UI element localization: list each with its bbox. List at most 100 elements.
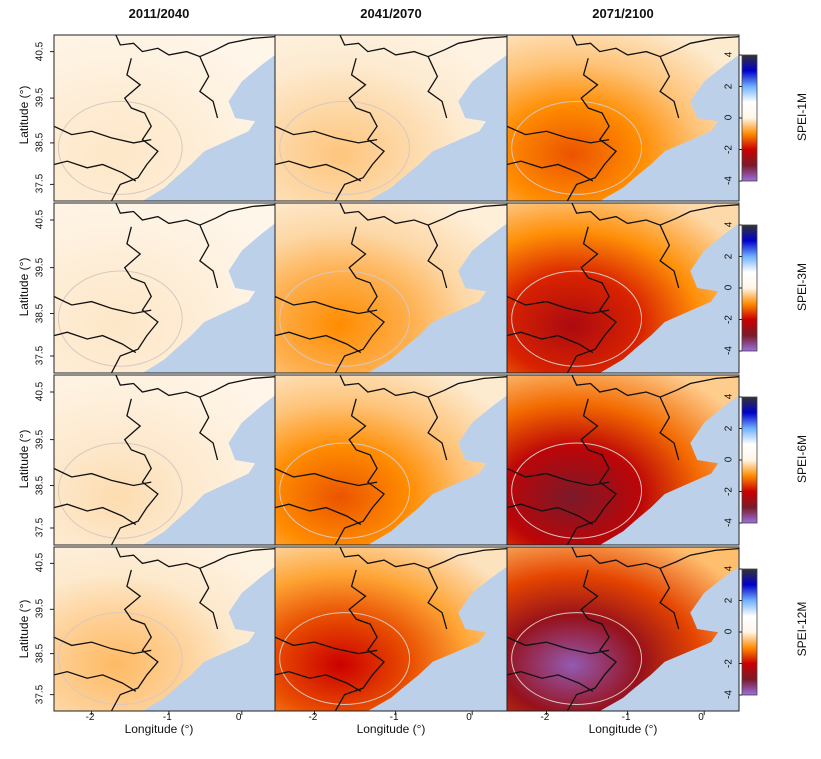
region-border [507,469,609,486]
colorbar-tick-label: 2 [723,425,735,431]
contour-line [57,442,183,539]
y-tick-label: 40.5 [34,209,46,230]
colorbar-tick-label: 4 [723,51,735,58]
colorbar-tick-label: 4 [723,221,735,228]
region-border [428,397,447,460]
sea-area [142,395,275,545]
region-border [275,126,377,143]
region-border [54,672,136,692]
colorbar-tick-label: -4 [723,176,735,185]
region-border [111,570,157,711]
region-border [54,504,136,524]
sea-area [367,223,507,373]
region-border [54,332,136,352]
x-tick-label: -1 [162,712,172,723]
region-border [200,397,218,460]
y-tick-label: 38.5 [34,643,46,663]
colorbar-tick-label: -2 [723,486,735,496]
map-panel-r4-c2 [275,547,507,711]
y-tick-label: 38.5 [34,132,46,153]
y-tick-label: 37.5 [34,174,46,194]
y-tick-label: 37.5 [34,517,46,538]
colorbar-tick-label: -4 [723,518,735,527]
region-border [116,547,275,568]
colorbar-2 [741,224,758,352]
region-border [340,547,507,568]
region-border [660,225,679,288]
x-tick-label: 0 [698,712,704,723]
colorbar-tick-label: 0 [723,456,735,463]
region-border [200,225,218,288]
sea-area [367,395,507,545]
x-tick-label: 0 [235,712,242,723]
region-border [572,547,739,568]
sea-area [599,223,739,373]
y-tick-label: 37.5 [34,345,46,366]
sea-area [599,54,739,202]
region-border [340,375,507,397]
contour-line [279,100,411,195]
contour-line [511,270,643,367]
region-border [507,332,593,352]
colorbar-tick-label: 0 [723,284,735,291]
colorbar-tick-label: 2 [723,83,735,89]
column-title-1: 2011/2040 [128,6,190,21]
y-axis-label-row2: Latitude (°) [17,257,31,317]
x-tick-label: -1 [621,712,631,723]
region-border [54,297,151,314]
y-tick-label: 38.5 [34,303,46,323]
map-panel-r3-c3 [507,375,739,545]
region-border [567,58,616,201]
region-border [507,672,593,692]
sea-area [367,54,507,202]
colorbar-tick-label: 0 [723,114,735,121]
colorbar-tick-label: 4 [723,565,735,572]
region-border [54,637,151,653]
sea-area [367,566,507,711]
contour-line [279,612,411,705]
contour-line [511,100,643,195]
y-axis-label-row1: Latitude (°) [17,85,31,145]
colorbar-tick-label: -4 [723,346,735,355]
region-border [275,469,377,486]
map-panel-r2-c1 [54,203,275,373]
map-panel-r2-c3 [507,203,739,373]
region-border [428,225,447,288]
contour-line [279,442,411,539]
colorbar-tick-label: -2 [723,144,735,154]
x-axis-label-col2: Longitude (°) [356,722,426,736]
region-border [275,672,361,692]
region-border [54,126,151,143]
region-border [275,297,377,314]
column-title-2: 2041/2070 [360,6,422,21]
contour-line [511,612,643,705]
sea-area [142,54,275,202]
map-panel-r4-c3 [507,547,739,711]
region-border [660,568,679,629]
contour-line [279,270,411,367]
y-tick-label: 38.5 [34,475,46,495]
contour-line [57,100,183,195]
region-border [507,504,593,524]
colorbar-1 [741,54,758,182]
column-title-3: 2071/2100 [592,6,654,21]
x-tick-label: -2 [308,712,318,723]
x-tick-label: -2 [540,712,550,723]
region-border [567,399,616,545]
region-border [335,58,384,201]
colorbar-tick-label: 4 [723,393,735,400]
colorbar-label-2: SPEI-3M [795,263,809,312]
map-panel-r2-c2 [275,203,507,373]
x-tick-label: -1 [389,712,399,723]
y-tick-label: 39.5 [34,429,46,449]
y-tick-label: 39.5 [34,87,46,108]
region-border [507,297,609,314]
y-axis-label-row3: Latitude (°) [17,429,31,489]
colorbar-tick-label: -2 [723,314,735,324]
map-panel-r3-c2 [275,375,507,545]
colorbar-3 [741,396,758,524]
contour-line [57,270,183,367]
colorbar-label-3: SPEI-6M [795,435,809,484]
x-axis-label-col3: Longitude (°) [588,722,658,736]
